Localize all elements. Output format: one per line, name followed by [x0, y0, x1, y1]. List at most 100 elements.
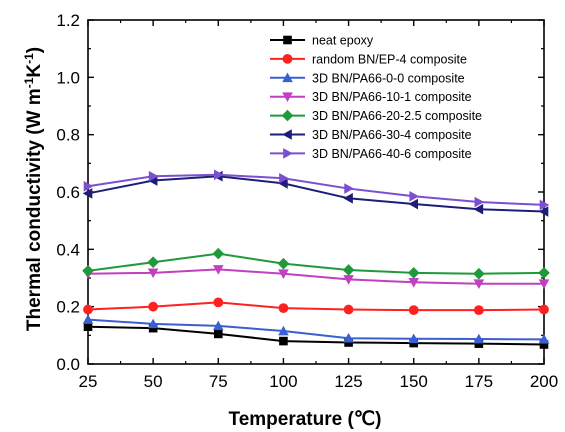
marker-circle — [148, 301, 159, 312]
x-tick-label: 125 — [334, 372, 362, 391]
legend-item: 3D BN/PA66-20-2.5 composite — [270, 109, 482, 123]
marker-triangle-down — [282, 92, 293, 102]
marker-triangle-up — [147, 318, 159, 329]
series — [83, 169, 550, 211]
marker-triangle-left — [473, 203, 484, 215]
marker-diamond — [277, 257, 290, 270]
legend-label: 3D BN/PA66-10-1 composite — [312, 90, 472, 104]
marker-triangle-right — [474, 196, 485, 208]
y-axis-title-part: K — [24, 64, 45, 78]
marker-square — [409, 338, 419, 348]
marker-diamond — [281, 109, 294, 122]
y-axis-title-superscript: -1 — [22, 77, 36, 88]
marker-triangle-down — [538, 279, 550, 290]
legend: neat epoxy random BN/EP-4 composite 3D BN/… — [270, 34, 482, 161]
marker-triangle-down — [212, 265, 224, 275]
x-tick-label: 150 — [400, 372, 428, 391]
y-axis-title: Thermal conductivity (W m-1K-1) — [22, 47, 45, 331]
marker-square — [213, 329, 223, 339]
marker-triangle-right — [213, 169, 224, 181]
marker-circle — [213, 297, 224, 308]
marker-square — [83, 322, 93, 332]
marker-circle — [408, 305, 419, 316]
marker-triangle-up — [82, 314, 94, 324]
marker-triangle-up — [278, 325, 289, 336]
x-tick-label: 50 — [144, 372, 163, 391]
legend-label: random BN/EP-4 composite — [312, 52, 467, 66]
marker-diamond — [473, 267, 485, 280]
marker-triangle-right — [279, 172, 289, 184]
marker-square — [148, 323, 158, 333]
y-tick-label: 0.2 — [56, 298, 80, 317]
series-line — [87, 175, 545, 213]
x-tick-label: 75 — [209, 372, 228, 391]
legend-label: 3D BN/PA66-40-6 composite — [312, 147, 472, 161]
marker-circle — [83, 304, 93, 315]
legend-item: neat epoxy — [270, 34, 374, 48]
x-tick-label: 100 — [269, 372, 297, 391]
legend-item: 3D BN/PA66-10-1 composite — [270, 90, 472, 104]
series-line — [87, 325, 545, 346]
marker-square — [539, 340, 549, 349]
series — [82, 314, 550, 344]
marker-diamond — [212, 247, 225, 260]
marker-triangle-up — [282, 72, 293, 83]
marker-triangle-left — [278, 178, 288, 189]
x-tick-label: 175 — [465, 372, 493, 391]
marker-square — [283, 35, 292, 45]
x-tick-label: 25 — [79, 372, 98, 391]
series-group — [82, 169, 550, 349]
marker-diamond — [407, 267, 420, 279]
marker-triangle-up — [408, 333, 420, 344]
series — [82, 247, 550, 280]
legend-item: 3D BN/PA66-30-4 composite — [270, 128, 472, 142]
marker-triangle-down — [473, 279, 485, 290]
series-line — [87, 173, 545, 206]
marker-triangle-up — [473, 333, 485, 344]
marker-triangle-left — [408, 198, 419, 210]
series-line — [87, 268, 544, 285]
marker-circle — [473, 305, 484, 316]
series — [83, 297, 549, 316]
marker-diamond — [82, 265, 94, 277]
y-tick-label: 0.6 — [56, 183, 80, 202]
marker-square — [279, 336, 288, 346]
marker-triangle-right — [539, 199, 550, 211]
y-tick-label: 1.2 — [56, 11, 80, 30]
marker-triangle-down — [343, 275, 354, 285]
marker-triangle-down — [147, 268, 159, 279]
marker-triangle-right — [83, 180, 94, 192]
y-axis-title-superscript: -1 — [22, 53, 36, 64]
marker-square — [474, 339, 484, 348]
marker-triangle-left — [538, 206, 549, 217]
marker-triangle-right — [409, 191, 420, 202]
legend-label: 3D BN/PA66-30-4 composite — [312, 128, 472, 142]
y-tick-label: 1.0 — [56, 68, 80, 87]
y-tick-label: 0.4 — [56, 240, 80, 259]
marker-diamond — [342, 264, 355, 276]
marker-circle — [278, 303, 289, 313]
marker-triangle-up — [212, 320, 224, 331]
y-tick-label: 0.8 — [56, 126, 80, 145]
marker-triangle-left — [82, 188, 93, 199]
marker-circle — [282, 54, 293, 64]
series-line — [87, 252, 545, 275]
marker-diamond — [147, 256, 159, 269]
marker-triangle-left — [282, 129, 292, 140]
legend-item: 3D BN/PA66-40-6 composite — [270, 147, 472, 161]
series-line — [87, 301, 545, 312]
marker-circle — [539, 304, 549, 315]
y-tick-label: 0.0 — [56, 355, 80, 374]
marker-triangle-right — [283, 148, 293, 159]
marker-diamond — [538, 267, 550, 279]
marker-circle — [343, 304, 354, 315]
marker-triangle-up — [343, 332, 354, 343]
series-line — [87, 318, 545, 341]
legend-label: neat epoxy — [312, 34, 374, 48]
legend-item: random BN/EP-4 composite — [270, 52, 467, 66]
y-axis-title-part: Thermal conductivity (W m — [24, 88, 45, 331]
marker-triangle-right — [344, 183, 354, 194]
legend-item: 3D BN/PA66-0-0 composite — [270, 71, 465, 85]
x-tick-label: 200 — [530, 372, 558, 391]
